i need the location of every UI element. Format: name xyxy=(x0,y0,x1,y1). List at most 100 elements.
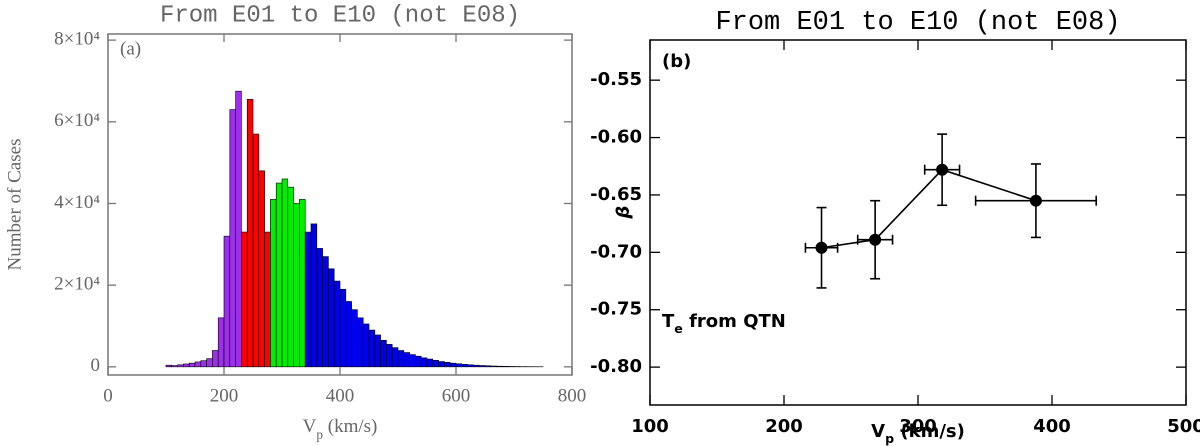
histogram-bar xyxy=(258,170,265,368)
y-tick-label: -0.60 xyxy=(590,127,642,148)
x-axis-label: Vp (km/s) xyxy=(303,416,378,441)
histogram-bar xyxy=(177,364,184,368)
data-line xyxy=(821,168,1037,249)
x-tick-label: 400 xyxy=(326,385,355,406)
x-axis-label-part: V xyxy=(303,416,317,437)
panel-a: From E01 to E10 (not E08) 0 200 400 600 800 0 2… xyxy=(4,2,586,441)
x-axis-label: Vp (km/s) xyxy=(871,421,965,446)
histogram-bar xyxy=(397,350,405,368)
histogram-bar xyxy=(316,248,323,368)
histogram-bar xyxy=(212,350,219,368)
histogram-bar xyxy=(496,365,503,368)
panel-label: (a) xyxy=(120,38,141,59)
annotation-part: from QTN xyxy=(683,311,786,332)
y-tick-label: 4×10⁴ xyxy=(54,192,100,213)
chart-title: From E01 to E10 (not E08) xyxy=(160,2,520,29)
histogram-bar xyxy=(270,199,277,368)
histogram-bar xyxy=(183,363,190,368)
y-tick-label: -0.55 xyxy=(590,69,642,90)
x-tick-label: 800 xyxy=(558,385,587,406)
panel-label: (b) xyxy=(662,51,691,72)
histogram-bar xyxy=(217,317,225,368)
histogram-bar xyxy=(380,339,387,368)
histogram-bar xyxy=(281,178,289,368)
y-tick-label: 2×10⁴ xyxy=(54,274,100,295)
y-tick-label: -0.65 xyxy=(590,184,642,205)
histogram-bar xyxy=(299,199,306,368)
annotation-part: e xyxy=(674,321,683,336)
histogram-bar xyxy=(241,231,248,368)
histogram-bar xyxy=(484,365,492,368)
histogram-bar xyxy=(322,256,329,368)
chart-title: From E01 to E10 (not E08) xyxy=(715,8,1120,38)
histogram-bar xyxy=(478,365,486,368)
x-tick-label: 200 xyxy=(765,416,803,437)
annotation: Te from QTN xyxy=(662,311,786,336)
x-tick-label: 100 xyxy=(631,416,669,437)
histogram-bar xyxy=(409,354,416,368)
data-point xyxy=(936,163,949,176)
x-tick-label: 0 xyxy=(103,385,113,406)
histogram-bar xyxy=(351,309,358,368)
histogram-bar xyxy=(473,364,480,368)
histogram-bar xyxy=(310,223,318,368)
histogram-bar xyxy=(374,334,381,368)
histogram-bar xyxy=(444,362,451,368)
x-axis-label-part: p xyxy=(316,427,323,442)
x-tick-label: 300 xyxy=(899,416,937,437)
histogram-bar xyxy=(194,361,202,368)
histogram-bar xyxy=(333,280,341,368)
histogram-bar xyxy=(293,203,300,368)
x-tick-label: 600 xyxy=(442,385,471,406)
panel-b: From E01 to E10 (not E08) 100 200 300 400 500… xyxy=(590,8,1200,446)
x-axis-label-part: p xyxy=(885,431,894,446)
histogram-bar xyxy=(275,182,283,368)
histogram-bar xyxy=(415,355,422,368)
histogram-bar xyxy=(252,133,260,368)
histogram-bar xyxy=(391,347,399,368)
histogram-bar xyxy=(357,317,364,368)
histogram-bar xyxy=(246,99,254,368)
histogram-bar xyxy=(403,352,410,368)
histogram-bar xyxy=(432,359,439,368)
histogram-bar xyxy=(426,358,434,368)
histogram-bar xyxy=(200,360,207,368)
annotation-part: T xyxy=(662,311,675,332)
histogram-bar xyxy=(467,364,474,368)
histogram-bar xyxy=(206,358,213,368)
histogram-bar xyxy=(438,361,445,368)
histogram-bar xyxy=(455,363,463,368)
plot-frame xyxy=(649,39,1187,406)
histogram-bar xyxy=(188,362,196,368)
y-axis-label: β xyxy=(613,206,634,220)
histogram-bar xyxy=(165,364,173,368)
histogram-bar xyxy=(386,344,393,368)
histogram-bar xyxy=(229,109,236,368)
data-point xyxy=(869,233,882,246)
x-tick-label: 400 xyxy=(1033,416,1071,437)
y-tick-label: -0.75 xyxy=(590,299,642,320)
y-tick-label: 0 xyxy=(91,355,101,376)
x-axis-label-part: (km/s) xyxy=(323,416,377,437)
histogram-bar xyxy=(264,231,271,368)
histogram-bar xyxy=(223,235,231,368)
histogram-bar xyxy=(304,231,312,368)
y-tick-label: -0.70 xyxy=(590,241,642,262)
y-tick-label: 8×10⁴ xyxy=(54,28,100,49)
histogram-bar xyxy=(345,301,352,368)
histogram-bar xyxy=(287,186,294,368)
x-tick-label: 500 xyxy=(1167,416,1200,437)
y-tick-label: -0.80 xyxy=(590,356,642,377)
y-tick-label: 6×10⁴ xyxy=(54,110,100,131)
histogram-bar xyxy=(461,364,468,368)
histogram-bar xyxy=(368,329,376,368)
x-axis-label-part: V xyxy=(871,421,885,442)
y-axis-label: Number of Cases xyxy=(4,139,25,271)
histogram-bar xyxy=(235,90,242,368)
x-axis-label-part: (km/s) xyxy=(894,421,965,442)
data-point xyxy=(815,241,828,254)
x-tick-label: 200 xyxy=(210,385,239,406)
data-point xyxy=(1029,194,1042,207)
histogram-bar xyxy=(339,288,347,368)
